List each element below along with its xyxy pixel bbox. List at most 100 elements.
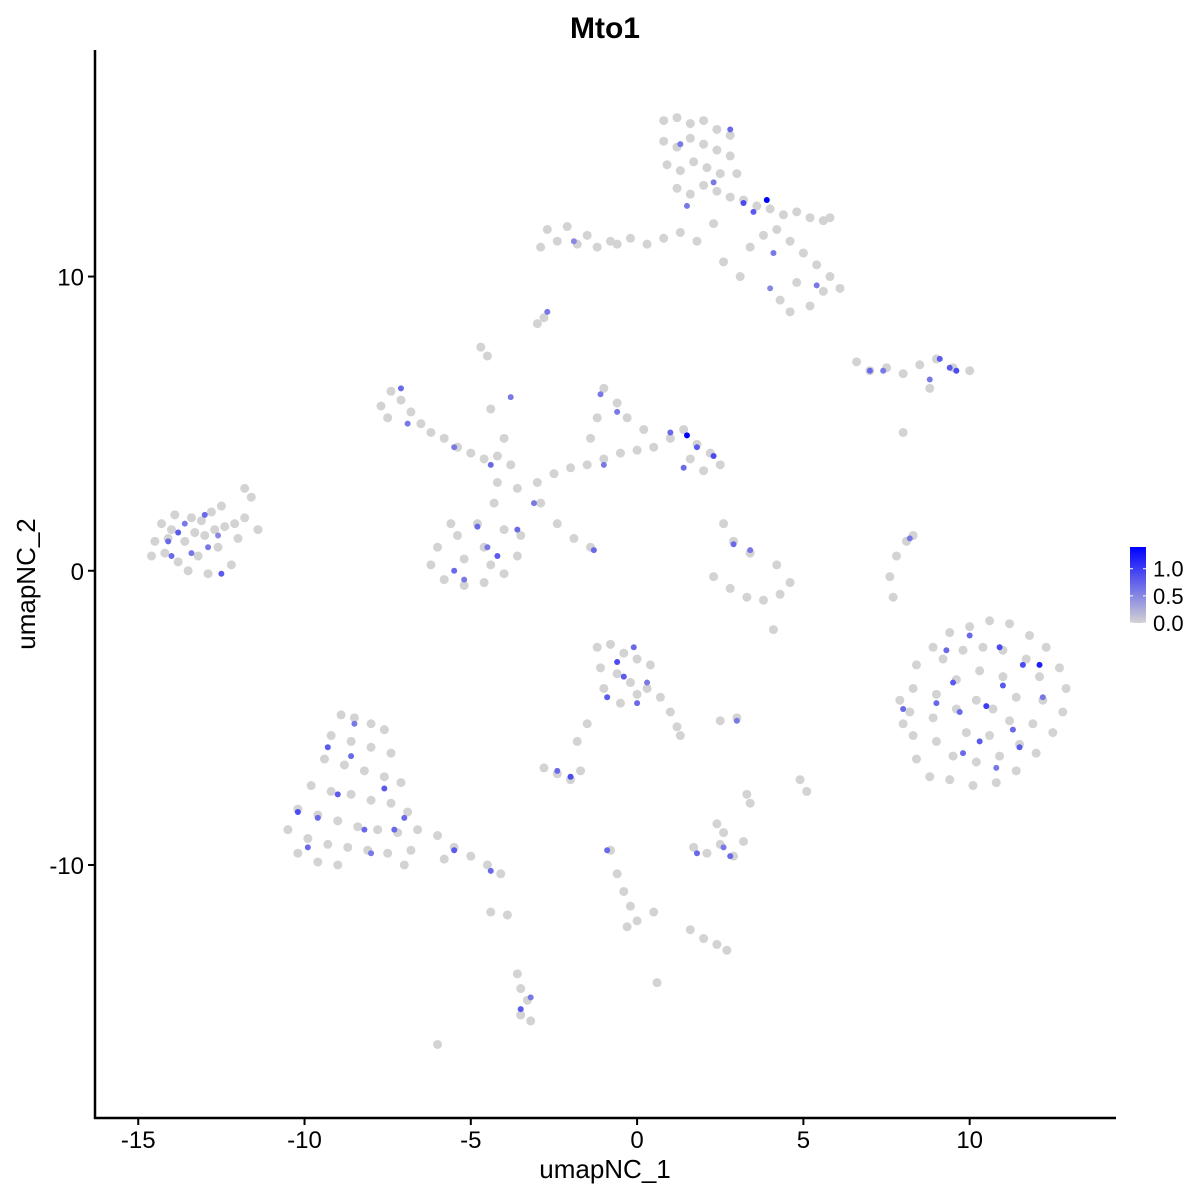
cell-point: [689, 157, 699, 167]
cell-point: [852, 357, 862, 367]
y-tick-label: 10: [57, 265, 84, 292]
expressing-cell-point: [530, 500, 537, 507]
cell-point: [502, 910, 512, 920]
cell-point: [685, 925, 695, 935]
cell-point: [582, 719, 592, 729]
cell-point: [645, 660, 655, 670]
cell-point: [612, 398, 622, 408]
cell-point: [173, 557, 183, 567]
cell-point: [715, 169, 725, 179]
cell-point: [1021, 654, 1031, 664]
cell-point: [592, 242, 602, 252]
cell-point: [230, 519, 240, 529]
cell-point: [203, 569, 213, 579]
cell-point: [512, 969, 522, 979]
expressing-cell-point: [1036, 661, 1043, 668]
cell-point: [662, 160, 672, 170]
cell-point: [386, 386, 396, 396]
cell-point: [802, 786, 812, 796]
cell-point: [712, 186, 722, 196]
x-tick-label: 0: [630, 1127, 643, 1154]
expressing-cell-point: [461, 576, 468, 583]
cell-point: [625, 233, 635, 243]
cell-point: [253, 525, 263, 535]
cell-point: [639, 425, 649, 435]
cell-point: [702, 163, 712, 173]
cell-point: [506, 460, 516, 470]
cell-point: [655, 692, 665, 702]
cell-point: [925, 772, 935, 782]
cell-point: [612, 669, 622, 679]
expressing-cell-point: [966, 632, 973, 639]
cell-point: [709, 219, 719, 229]
expressing-cell-point: [401, 814, 408, 821]
expressing-cell-point: [334, 791, 341, 798]
cell-point: [433, 1039, 443, 1049]
expressing-cell-point: [747, 547, 754, 554]
expressing-cell-point: [404, 420, 411, 427]
expressing-cell-point: [484, 544, 491, 551]
cell-point: [552, 519, 562, 529]
expressing-cell-point: [763, 197, 770, 204]
cell-point: [702, 848, 712, 858]
expressing-cell-point: [943, 647, 950, 654]
cell-point: [446, 519, 456, 529]
expressing-cell-point: [514, 526, 521, 533]
cell-point: [1048, 728, 1058, 738]
cell-point: [183, 566, 193, 576]
cell-point: [632, 445, 642, 455]
cell-point: [566, 463, 576, 473]
y-tick-label: 0: [71, 559, 84, 586]
cell-point: [190, 528, 200, 538]
cell-point: [386, 748, 396, 758]
cell-point: [898, 369, 908, 379]
cell-point: [712, 145, 722, 155]
cell-point: [383, 848, 393, 858]
expressing-cell-point: [590, 547, 597, 554]
cell-point: [439, 433, 449, 443]
x-tick-label: -5: [460, 1127, 481, 1154]
cell-point: [492, 477, 502, 487]
expressing-cell-point: [693, 444, 700, 451]
expressing-cell-point: [710, 453, 717, 460]
expressing-cell-point: [956, 708, 963, 715]
cell-point: [699, 180, 709, 190]
cell-point: [313, 857, 323, 867]
cell-point: [399, 860, 409, 870]
cell-point: [476, 342, 486, 352]
cell-point: [516, 1010, 526, 1020]
cell-point: [812, 260, 822, 270]
expressing-cell-point: [999, 682, 1006, 689]
cell-point: [516, 530, 526, 540]
cell-point: [672, 722, 682, 732]
cell-point: [552, 236, 562, 246]
cell-point: [945, 628, 955, 638]
cell-point: [998, 672, 1008, 682]
cell-point: [319, 754, 329, 764]
legend-tick-label: 1.0: [1153, 557, 1184, 582]
cell-point: [406, 407, 416, 417]
cell-point: [792, 277, 802, 287]
expressing-cell-point: [950, 679, 957, 686]
expressing-cell-point: [926, 376, 933, 383]
cell-point: [752, 201, 762, 211]
cell-point: [712, 124, 722, 134]
cell-point: [193, 551, 203, 561]
cell-point: [985, 731, 995, 741]
cell-point: [642, 683, 652, 693]
expressing-cell-point: [1009, 726, 1016, 733]
cell-point: [758, 230, 768, 240]
expressing-cell-point: [900, 706, 907, 713]
expressing-cell-point: [351, 720, 358, 727]
y-tick-label: -10: [49, 853, 84, 880]
cell-point: [825, 213, 835, 223]
cell-point: [157, 519, 167, 529]
cell-point: [888, 592, 898, 602]
legend-colorbar: [1130, 547, 1146, 623]
expressing-cell-point: [527, 994, 534, 1001]
cell-point: [383, 413, 393, 423]
cell-point: [685, 189, 695, 199]
cell-point: [489, 498, 499, 508]
expressing-cell-point: [567, 773, 574, 780]
cell-point: [775, 295, 785, 305]
